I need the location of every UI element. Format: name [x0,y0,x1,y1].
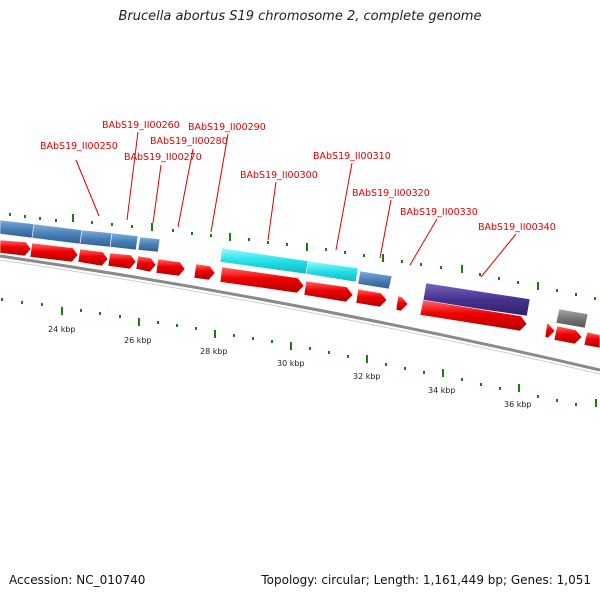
scale-label-32kbp: 32 kbp [353,372,381,381]
accession-text: Accession: NC_010740 [9,573,146,587]
cds-arrow-9[interactable] [303,280,354,303]
genome-summary-text: Topology: circular; Length: 1,161,449 bp… [261,573,591,587]
cds-arrow-14[interactable] [553,325,583,345]
gene-label-II00250[interactable]: BAbS19_II00250 [40,141,118,152]
cds-arrow-13[interactable] [544,322,556,339]
gene-label-II00310[interactable]: BAbS19_II00310 [313,151,391,162]
scale-label-30kbp: 30 kbp [277,359,305,368]
cds-arrow-7[interactable] [193,263,216,281]
gene-block-left-4[interactable] [109,232,139,251]
label-leaders [75,131,517,278]
gene-label-II00260[interactable]: BAbS19_II00260 [102,120,180,131]
cds-arrow-5[interactable] [135,255,157,273]
cds-arrow-11[interactable] [395,295,409,312]
gene-block-left-5[interactable] [137,236,161,253]
cds-arrow-1[interactable] [0,239,32,257]
gene-track [0,219,589,329]
gene-label-II00290[interactable]: BAbS19_II00290 [188,122,266,133]
gene-block-blue-6[interactable] [357,270,393,290]
cds-arrow-12[interactable] [419,299,528,332]
gene-block-left-2[interactable] [31,223,83,245]
cds-arrow-2[interactable] [29,242,79,263]
scale-label-26kbp: 26 kbp [124,336,152,345]
scale-label-36kbp: 36 kbp [504,400,532,409]
gene-block-left-3[interactable] [79,229,113,248]
gene-label-II00320[interactable]: BAbS19_II00320 [352,188,430,199]
cds-arrow-4[interactable] [107,252,137,270]
gene-label-II00340[interactable]: BAbS19_II00340 [478,222,556,233]
gene-label-II00300[interactable]: BAbS19_II00300 [240,170,318,181]
cds-arrow-3[interactable] [77,248,109,267]
gene-block-purple[interactable] [422,282,531,317]
gene-block-grey[interactable] [555,308,589,329]
scale-label-28kbp: 28 kbp [200,347,228,356]
genome-backbone-inner [0,259,600,375]
gene-block-cyan-2[interactable] [305,260,359,283]
gene-label-II00280[interactable]: BAbS19_II00280 [150,136,228,147]
map-title: Brucella abortus S19 chromosome 2, compl… [118,9,482,24]
outer-tick-row [9,213,596,300]
inner-tick-row [1,298,597,407]
cds-arrow-8[interactable] [219,266,305,294]
gene-block-left-1[interactable] [0,219,35,239]
cds-arrow-6[interactable] [155,258,186,277]
gene-label-II00270[interactable]: BAbS19_II00270 [124,152,202,163]
cds-arrow-10[interactable] [355,288,388,308]
cds-track [0,239,600,349]
cds-arrow-15[interactable] [583,331,600,349]
scale-label-24kbp: 24 kbp [48,325,76,334]
gene-label-II00330[interactable]: BAbS19_II00330 [400,207,478,218]
scale-label-34kbp: 34 kbp [428,386,456,395]
genome-backbone [0,254,600,372]
